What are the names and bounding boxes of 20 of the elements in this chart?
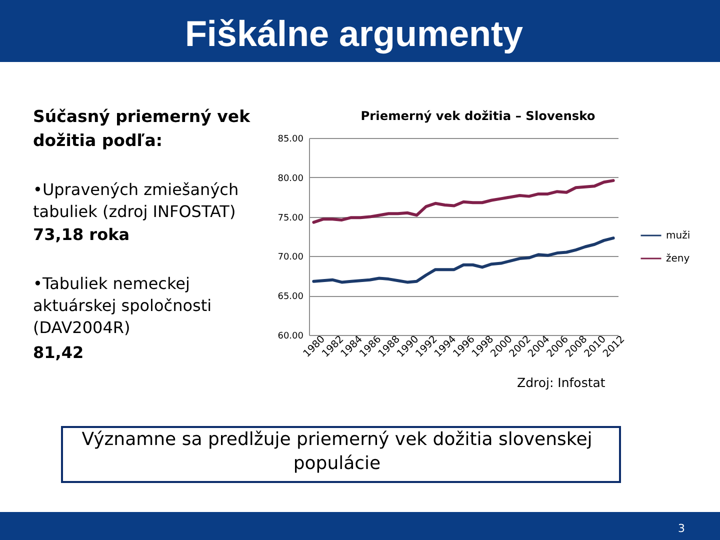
y-tick-label: 85.00	[278, 134, 304, 144]
y-tick-label: 80.00	[278, 174, 304, 184]
y-tick-label: 75.00	[278, 213, 304, 224]
text: Významne sa predlžuje priemerný vek dožitia slovenskej populácie	[82, 429, 592, 474]
legend-label: ženy	[666, 254, 690, 264]
text: Súčasný priemerný vek dožitia podľa:	[33, 107, 252, 150]
text: Zdroj: Infostat	[517, 375, 606, 390]
y-tick-label: 65.00	[278, 292, 304, 302]
chart-subtitle: Priemerný vek dožitia – Slovensko	[360, 109, 596, 123]
line-series	[312, 236, 615, 284]
y-tick-label: 70.00	[278, 252, 304, 263]
text: 73,18 roka	[33, 225, 130, 244]
y-tick-label: 60.00	[278, 332, 304, 342]
text: •Tabuliek nemeckej aktuárskej spoločnosti (DAV2004R)	[33, 274, 212, 337]
legend-label: muži	[666, 230, 690, 242]
chart-title: Fiškálne argumenty	[184, 13, 524, 54]
text: 3	[678, 522, 685, 535]
line-series	[312, 179, 615, 224]
text: •Upravených zmiešaných tabuliek (zdroj INFOSTAT)	[33, 180, 239, 221]
text: 81,42	[33, 343, 84, 362]
